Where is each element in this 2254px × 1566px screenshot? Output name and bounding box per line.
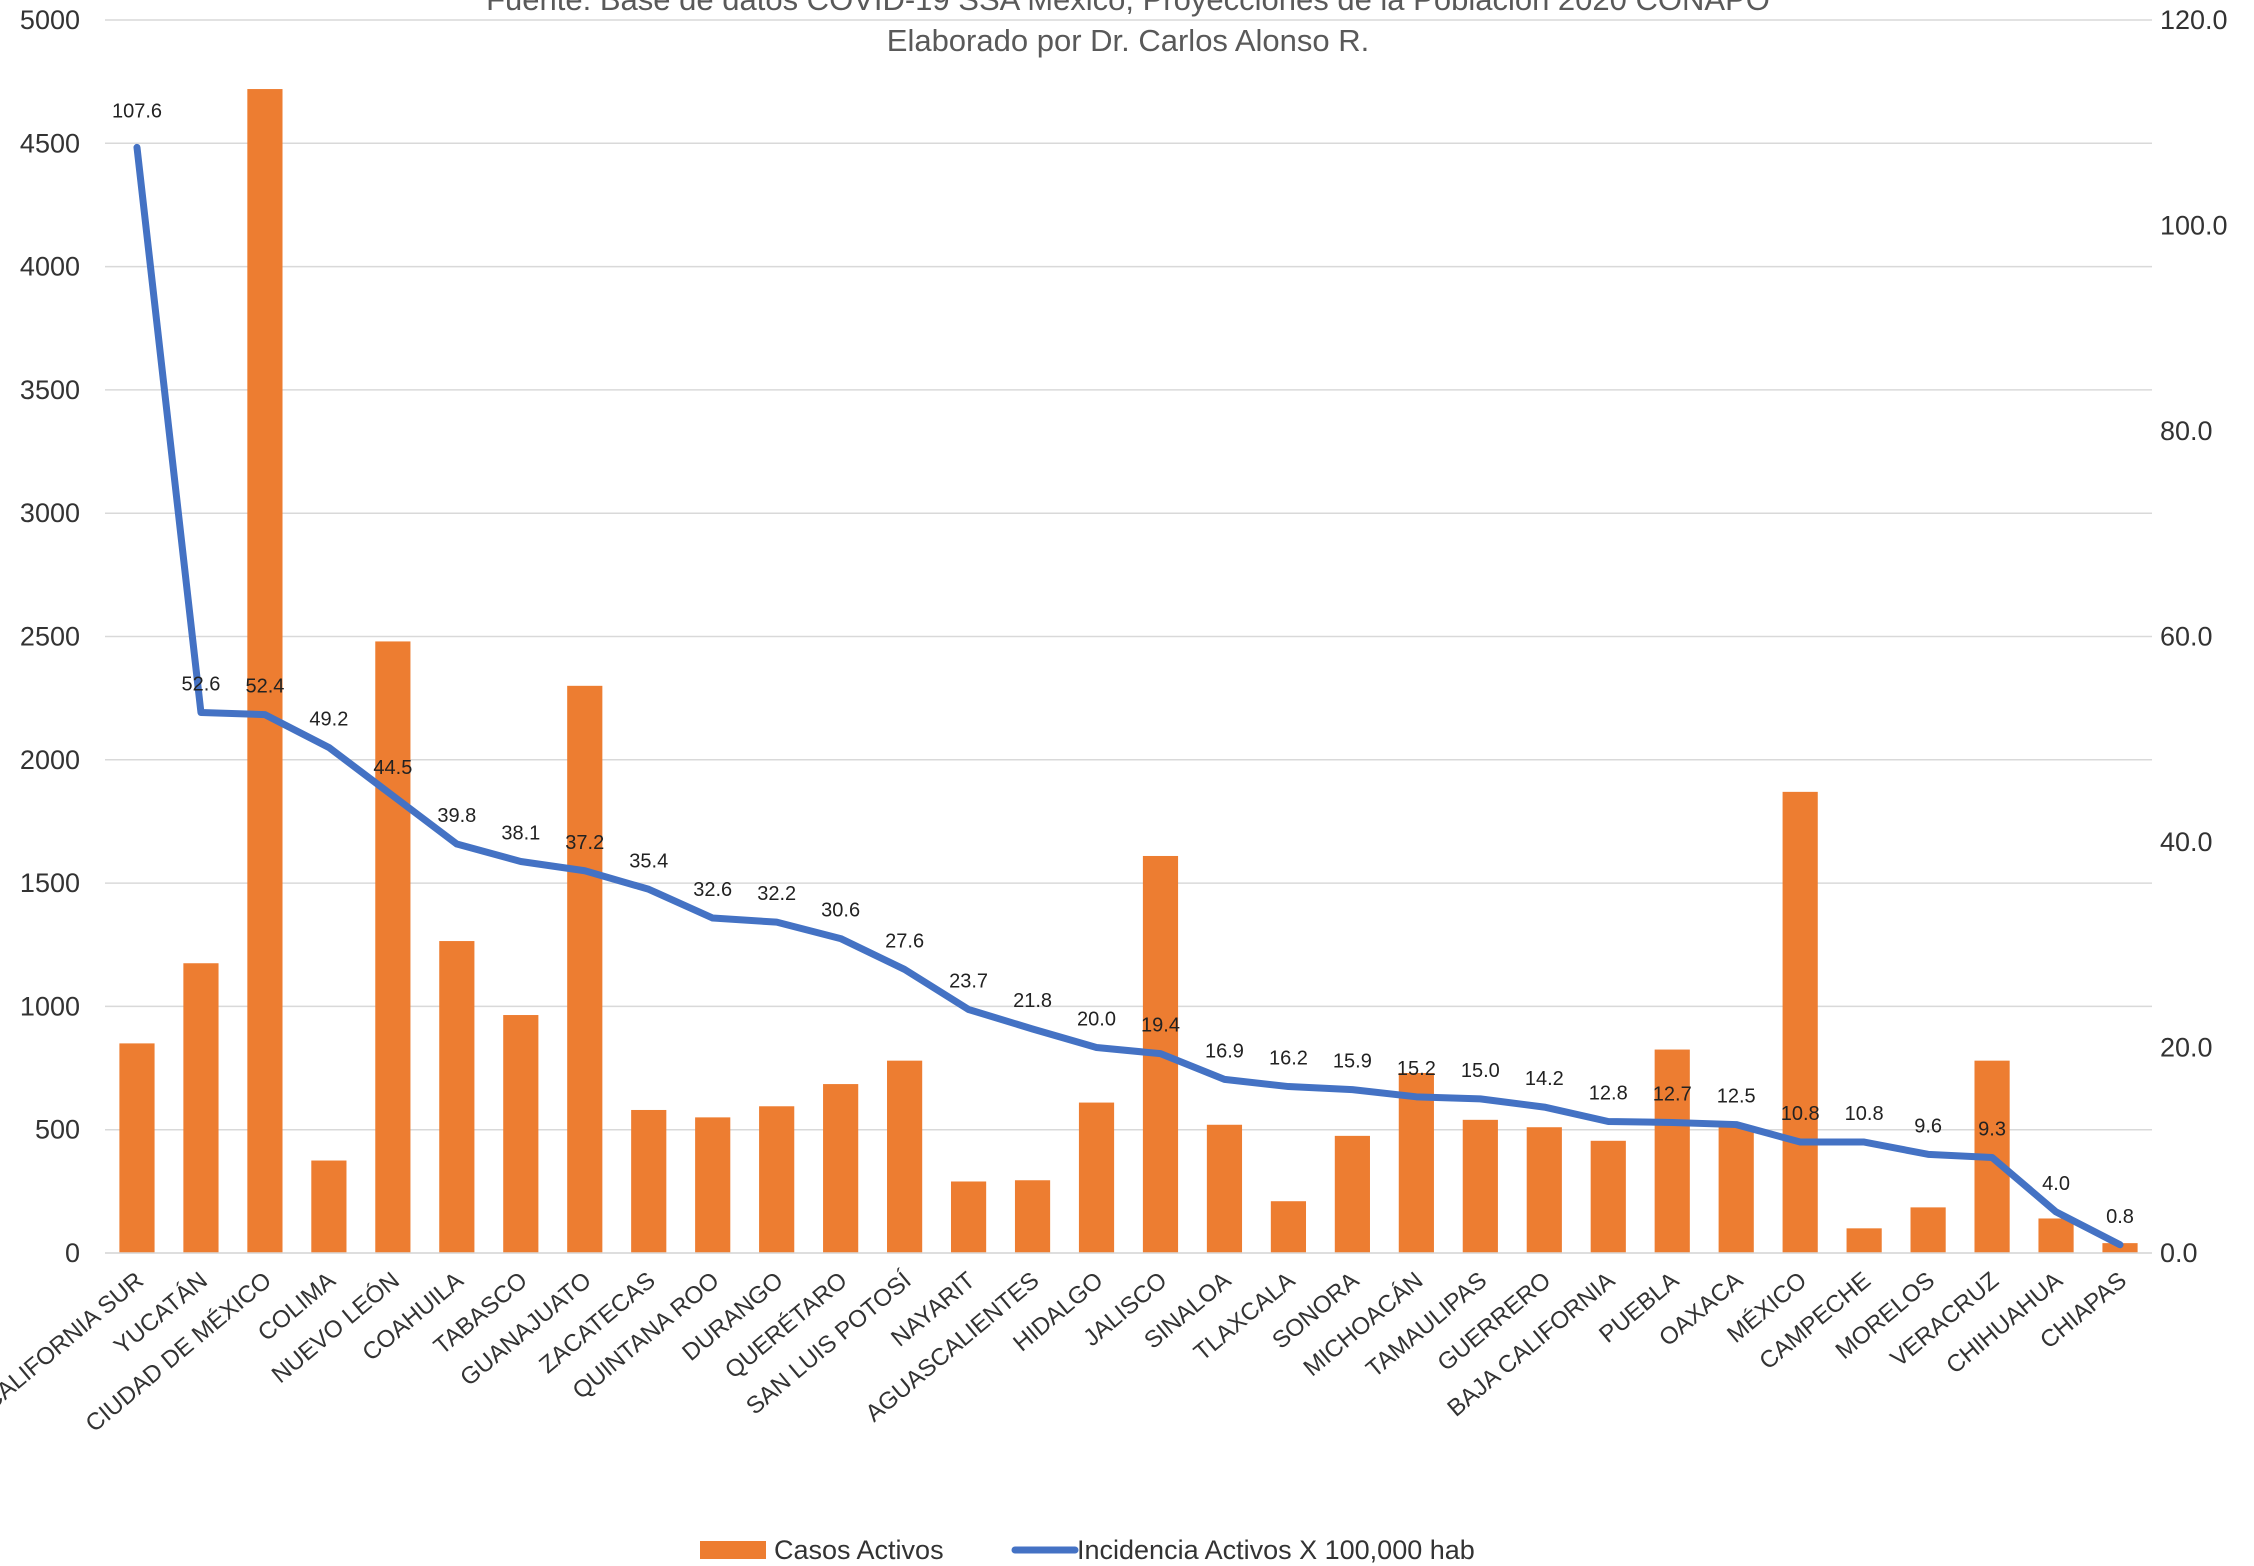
bar — [1654, 1049, 1690, 1253]
line-data-label: 37.2 — [565, 832, 604, 854]
legend: Casos Activos Incidencia Activos X 100,00… — [700, 1535, 1475, 1565]
right-axis-tick-label: 0.0 — [2160, 1238, 2198, 1268]
bar — [1846, 1228, 1882, 1253]
bar — [1526, 1127, 1562, 1253]
line-data-label: 12.8 — [1589, 1082, 1628, 1104]
line-data-label: 10.8 — [1845, 1103, 1884, 1125]
bar — [695, 1117, 731, 1253]
legend-bar-swatch — [700, 1541, 766, 1559]
title-line: Fuente: Base de datos COVID-19 SSA Méxic… — [486, 0, 1770, 17]
bar — [1782, 791, 1818, 1253]
left-axis-tick-label: 4000 — [20, 252, 80, 282]
legend-line-label: Incidencia Activos X 100,000 hab — [1077, 1535, 1475, 1565]
line-data-label: 107.6 — [112, 100, 162, 122]
line-data-label: 9.6 — [1914, 1115, 1942, 1137]
left-axis-tick-label: 2000 — [20, 745, 80, 775]
legend-bar-label: Casos Activos — [774, 1535, 944, 1565]
line-data-label: 20.0 — [1077, 1009, 1116, 1031]
bar — [375, 641, 411, 1253]
bar — [183, 963, 219, 1253]
gridlines — [105, 19, 2152, 1254]
bar — [2038, 1218, 2074, 1253]
line-data-label: 49.2 — [309, 708, 348, 730]
line-data-label: 16.9 — [1205, 1040, 1244, 1062]
left-axis-tick-label: 5000 — [20, 5, 80, 35]
incidence-line — [133, 143, 2124, 1249]
left-axis-tick-label: 2500 — [20, 622, 80, 652]
bar — [1398, 1072, 1434, 1253]
line-data-label: 15.9 — [1333, 1051, 1372, 1073]
bar — [247, 89, 283, 1254]
bar — [759, 1106, 795, 1253]
bar — [119, 1043, 155, 1253]
right-axis-tick-label: 120.0 — [2160, 5, 2228, 35]
bar — [503, 1015, 539, 1253]
line-data-label: 4.0 — [2042, 1173, 2070, 1195]
left-axis-tick-label: 0 — [65, 1238, 80, 1268]
left-axis-tick-label: 3000 — [20, 498, 80, 528]
bar — [1718, 1127, 1754, 1253]
chart-title: Fuente: Base de datos COVID-19 SSA Méxic… — [486, 0, 1770, 58]
bar — [1590, 1140, 1626, 1253]
bar — [439, 941, 475, 1253]
bar — [1910, 1207, 1946, 1253]
category-label: BAJA CALIFORNIA SUR — [0, 1267, 149, 1458]
bar — [1334, 1135, 1370, 1253]
line-data-label: 27.6 — [885, 930, 924, 952]
right-y-axis: 0.0 20.0 40.0 60.0 80.0 100.0 120.0 — [2160, 5, 2228, 1268]
line-data-label: 23.7 — [949, 970, 988, 992]
line-data-label: 21.8 — [1013, 990, 1052, 1012]
line-data-label: 14.2 — [1525, 1068, 1564, 1090]
title-line: Elaborado por Dr. Carlos Alonso R. — [887, 23, 1369, 58]
line-data-label: 15.0 — [1461, 1060, 1500, 1082]
line-data-label: 35.4 — [629, 850, 668, 872]
line-series — [133, 143, 2124, 1249]
right-axis-tick-label: 100.0 — [2160, 211, 2228, 241]
line-data-label: 19.4 — [1141, 1015, 1180, 1037]
line-data-label: 32.2 — [757, 883, 796, 905]
left-axis-tick-label: 1000 — [20, 991, 80, 1021]
line-data-label: 44.5 — [373, 757, 412, 779]
left-axis-tick-label: 500 — [35, 1115, 80, 1145]
right-axis-tick-label: 20.0 — [2160, 1033, 2213, 1063]
bar — [311, 1160, 347, 1253]
left-axis-tick-label: 3500 — [20, 375, 80, 405]
bar-series — [119, 89, 2138, 1254]
left-axis-tick-label: 4500 — [20, 128, 80, 158]
bar — [1270, 1201, 1307, 1253]
bar — [631, 1109, 667, 1253]
line-data-label: 52.4 — [245, 676, 284, 698]
bar — [1014, 1180, 1051, 1253]
line-data-label: 32.6 — [693, 879, 732, 901]
line-data-label: 52.6 — [181, 674, 220, 696]
bar — [1078, 1102, 1115, 1253]
bar — [567, 685, 603, 1253]
line-data-label: 30.6 — [821, 900, 860, 922]
bar — [823, 1084, 859, 1253]
line-data-label: 10.8 — [1781, 1103, 1820, 1125]
line-data-label: 12.5 — [1717, 1086, 1756, 1108]
line-data-label: 12.7 — [1653, 1084, 1692, 1106]
line-data-label: 38.1 — [501, 823, 540, 845]
right-axis-tick-label: 80.0 — [2160, 416, 2213, 446]
line-data-label: 39.8 — [437, 805, 476, 827]
line-data-label: 15.2 — [1397, 1058, 1436, 1080]
right-axis-tick-label: 60.0 — [2160, 622, 2213, 652]
left-y-axis: 0 500 1000 1500 2000 2500 3000 3500 4000 4500 5000 — [20, 5, 80, 1268]
bar — [950, 1181, 987, 1253]
bar — [1462, 1119, 1498, 1253]
line-data-label: 9.3 — [1978, 1118, 2006, 1140]
data-labels: 107.6 52.6 52.4 49.2 44.5 39.8 38.1 37.2 35.4 32.… — [112, 100, 2134, 1227]
line-data-label: 0.8 — [2106, 1206, 2134, 1228]
bar — [887, 1060, 923, 1253]
right-axis-tick-label: 40.0 — [2160, 827, 2213, 857]
bar — [1206, 1124, 1243, 1253]
left-axis-tick-label: 1500 — [20, 868, 80, 898]
line-data-label: 16.2 — [1269, 1048, 1308, 1070]
